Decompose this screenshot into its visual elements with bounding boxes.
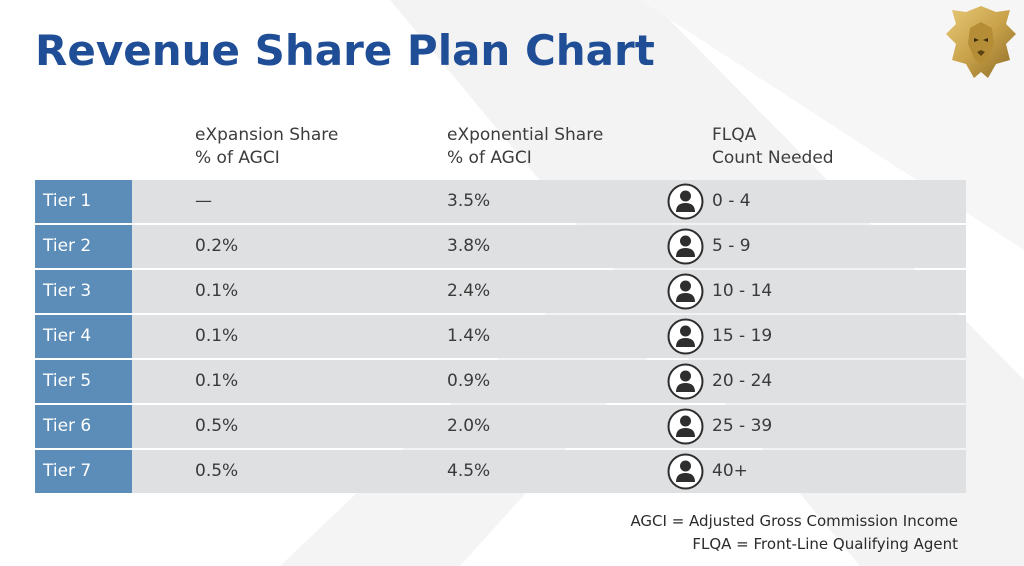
abbreviation-legend: AGCI = Adjusted Gross Commission Income … [630,510,958,556]
table-row: Tier 5 0.1% 0.9% 20 - 24 [35,360,966,403]
tier-label: Tier 5 [35,360,132,403]
exponential-share-value: 3.8% [447,236,491,256]
flqa-count-value: 10 - 14 [712,281,773,301]
column-header-exponential-line2: % of AGCI [447,148,532,168]
flqa-count-value: 15 - 19 [712,326,773,346]
person-icon [667,273,704,310]
column-header-expansion-line1: eXpansion Share [195,125,339,145]
exponential-share-value: 3.5% [447,191,491,211]
table-row: Tier 7 0.5% 4.5% 40+ [35,450,966,493]
table-row: Tier 1 — 3.5% 0 - 4 [35,180,966,223]
column-header-exponential: eXponential Share % of AGCI [447,124,603,170]
tier-label: Tier 1 [35,180,132,223]
expansion-share-value: — [195,191,212,211]
column-header-flqa-line2: Count Needed [712,148,834,168]
expansion-share-value: 0.1% [195,281,239,301]
table-row: Tier 6 0.5% 2.0% 25 - 39 [35,405,966,448]
legend-agci: AGCI = Adjusted Gross Commission Income [630,512,958,530]
lion-logo-icon [946,6,1016,78]
exponential-share-value: 4.5% [447,461,491,481]
column-header-flqa-line1: FLQA [712,125,757,145]
revenue-share-table: Tier 1 — 3.5% 0 - 4 Tier 2 0.2% 3.8% 5 -… [35,180,966,495]
expansion-share-value: 0.1% [195,371,239,391]
table-row: Tier 2 0.2% 3.8% 5 - 9 [35,225,966,268]
person-icon [667,228,704,265]
person-icon [667,183,704,220]
person-icon [667,453,704,490]
column-header-exponential-line1: eXponential Share [447,125,604,145]
tier-label: Tier 4 [35,315,132,358]
tier-label: Tier 3 [35,270,132,313]
flqa-count-value: 0 - 4 [712,191,751,211]
exponential-share-value: 1.4% [447,326,491,346]
expansion-share-value: 0.1% [195,326,239,346]
table-row: Tier 3 0.1% 2.4% 10 - 14 [35,270,966,313]
flqa-count-value: 20 - 24 [712,371,773,391]
flqa-count-value: 40+ [712,461,748,481]
flqa-count-value: 5 - 9 [712,236,751,256]
expansion-share-value: 0.2% [195,236,239,256]
column-header-expansion-line2: % of AGCI [195,148,280,168]
flqa-count-value: 25 - 39 [712,416,773,436]
person-icon [667,408,704,445]
expansion-share-value: 0.5% [195,461,239,481]
column-header-expansion: eXpansion Share % of AGCI [195,124,338,170]
person-icon [667,363,704,400]
exponential-share-value: 2.0% [447,416,491,436]
exponential-share-value: 2.4% [447,281,491,301]
tier-label: Tier 6 [35,405,132,448]
tier-label: Tier 7 [35,450,132,493]
person-icon [667,318,704,355]
expansion-share-value: 0.5% [195,416,239,436]
column-header-flqa: FLQA Count Needed [712,124,834,170]
legend-flqa: FLQA = Front-Line Qualifying Agent [692,535,958,553]
table-row: Tier 4 0.1% 1.4% 15 - 19 [35,315,966,358]
exponential-share-value: 0.9% [447,371,491,391]
tier-label: Tier 2 [35,225,132,268]
page-title: Revenue Share Plan Chart [35,26,655,75]
